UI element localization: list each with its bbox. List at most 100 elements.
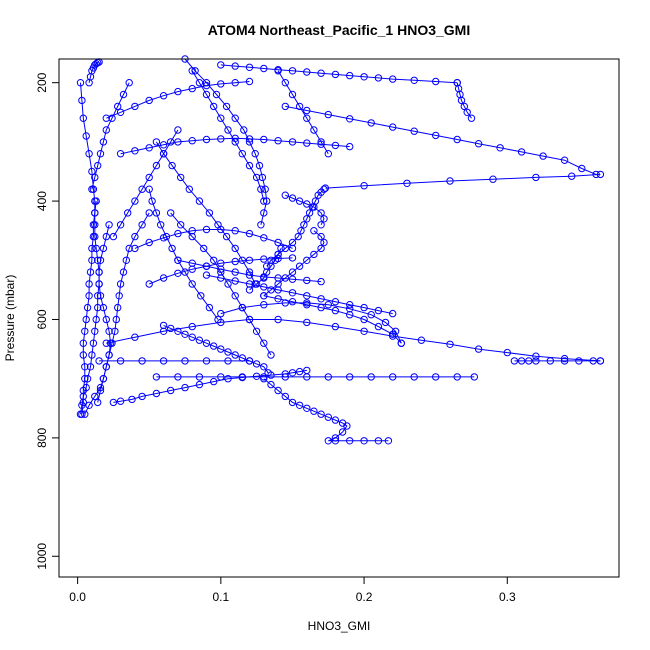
data-point	[310, 250, 318, 259]
x-tick-label: 0.3	[499, 590, 516, 604]
data-point	[195, 197, 204, 205]
series-line	[155, 141, 256, 285]
data-point	[274, 295, 282, 303]
data-point	[85, 292, 93, 300]
data-point	[188, 227, 196, 235]
y-axis-label: Pressure (mbar)	[3, 275, 17, 362]
data-point	[82, 315, 90, 324]
data-point	[346, 373, 354, 381]
data-point	[231, 114, 239, 122]
data-point	[294, 232, 302, 241]
data-point	[116, 150, 125, 158]
data-point	[432, 77, 440, 86]
data-point	[188, 137, 196, 145]
data-point	[245, 315, 254, 324]
data-point	[88, 244, 96, 253]
data-point	[79, 114, 88, 122]
series-line	[184, 58, 268, 225]
data-point	[116, 221, 125, 229]
data-point	[317, 209, 325, 217]
data-point	[274, 250, 282, 259]
data-point	[200, 244, 208, 253]
data-point	[367, 119, 375, 127]
series-23	[453, 79, 476, 122]
data-point	[288, 369, 297, 377]
data-point	[589, 357, 597, 365]
data-point	[91, 327, 99, 335]
y-tick-label: 600	[35, 309, 49, 329]
data-point	[517, 357, 526, 365]
series-line	[106, 319, 601, 362]
data-point	[367, 373, 375, 381]
data-point	[174, 373, 182, 381]
data-point	[205, 209, 214, 217]
data-point	[131, 232, 139, 241]
series-line	[112, 129, 179, 237]
data-point	[245, 280, 254, 288]
data-point	[596, 357, 605, 365]
data-point	[202, 357, 211, 365]
data-point	[245, 256, 254, 264]
data-point	[96, 386, 105, 395]
data-point	[331, 141, 340, 150]
data-point	[346, 437, 354, 445]
data-point	[116, 397, 125, 405]
data-point	[474, 345, 483, 353]
data-point	[288, 90, 297, 99]
data-point	[238, 354, 247, 362]
data-point	[231, 62, 239, 70]
series-11	[510, 357, 605, 365]
data-point	[214, 315, 222, 324]
series-7	[152, 373, 478, 381]
series-line	[263, 378, 389, 442]
data-point	[195, 79, 204, 87]
series-29	[274, 67, 332, 158]
data-point	[303, 292, 311, 300]
data-point	[94, 398, 102, 407]
data-point	[267, 351, 275, 359]
data-point	[303, 106, 311, 115]
data-point	[260, 234, 268, 242]
data-point	[568, 172, 576, 180]
data-point	[188, 280, 196, 288]
data-point	[231, 79, 239, 87]
data-point	[202, 271, 211, 279]
data-point	[317, 244, 325, 253]
data-point	[145, 173, 153, 182]
series-32	[181, 55, 271, 229]
data-point	[295, 197, 304, 205]
data-point	[238, 373, 247, 381]
data-point	[457, 96, 466, 105]
data-point	[288, 67, 297, 75]
data-point	[195, 336, 204, 344]
data-point	[95, 280, 103, 288]
data-point	[288, 254, 297, 262]
data-point	[532, 352, 540, 360]
series-25	[281, 102, 600, 179]
data-point	[288, 238, 297, 247]
data-point	[288, 298, 297, 306]
data-point	[267, 286, 275, 294]
series-2	[76, 197, 103, 418]
data-point	[260, 375, 268, 383]
series-line	[97, 212, 150, 403]
data-point	[532, 173, 540, 182]
data-point	[188, 84, 196, 93]
data-point	[360, 303, 368, 312]
data-point	[202, 135, 211, 144]
data-point	[105, 327, 113, 335]
data-point	[195, 373, 204, 381]
data-point	[389, 123, 397, 131]
data-point	[320, 215, 328, 223]
series-line	[277, 70, 329, 154]
data-point	[197, 292, 205, 300]
series-line	[163, 324, 269, 374]
data-point	[157, 221, 165, 229]
series-line	[149, 257, 293, 285]
data-point	[177, 173, 185, 182]
data-point	[238, 150, 247, 158]
data-point	[281, 244, 289, 253]
data-point	[102, 126, 111, 134]
data-point	[109, 398, 118, 407]
data-point	[281, 373, 289, 381]
